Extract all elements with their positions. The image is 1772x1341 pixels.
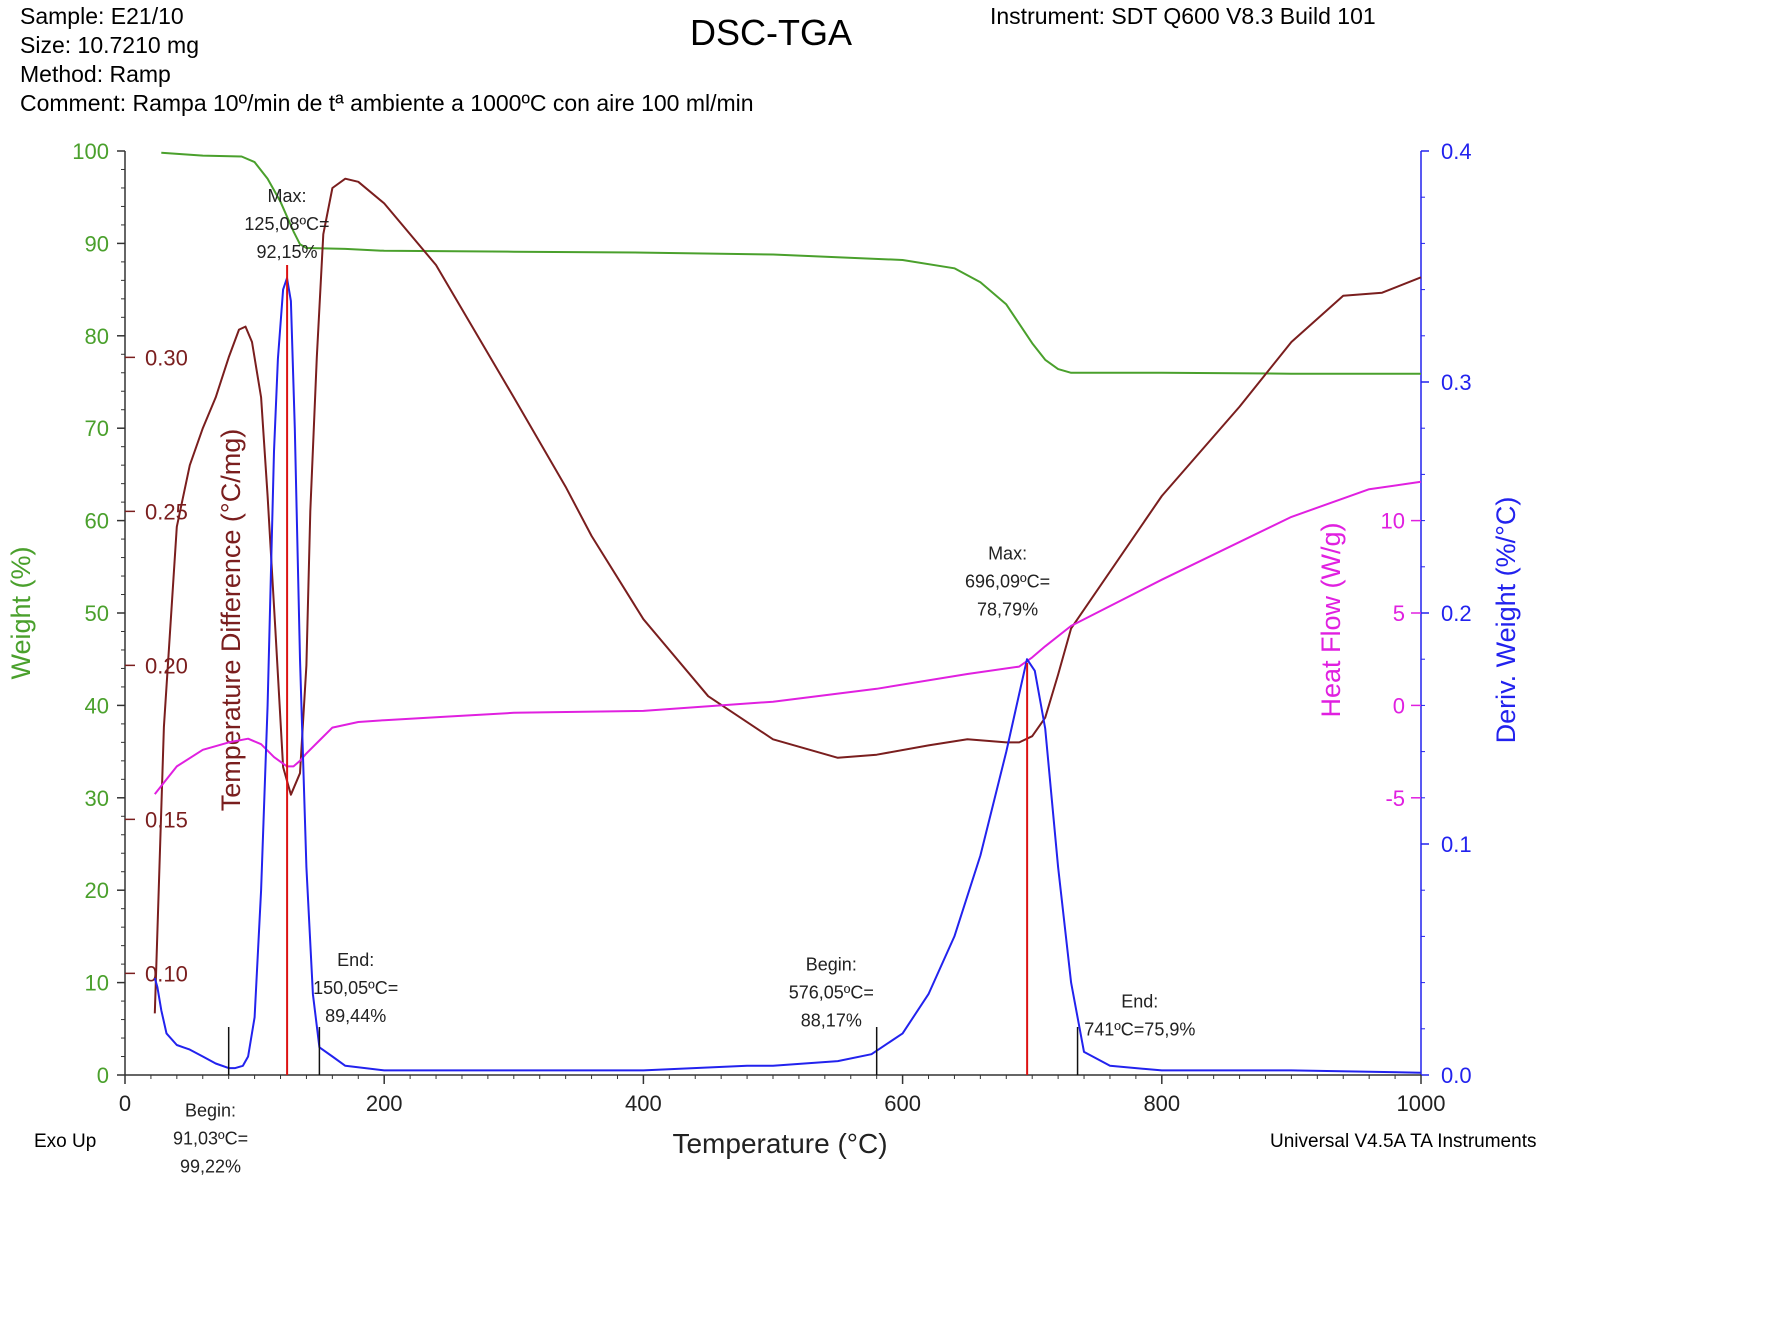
- weight-axis-label: Weight (%): [6, 546, 36, 679]
- annotation-text: 88,17%: [801, 1011, 862, 1031]
- software-label: Universal V4.5A TA Instruments: [1270, 1131, 1537, 1152]
- weight-tick-label: 90: [85, 231, 109, 256]
- annotation-text: 696,09ºC=: [965, 571, 1050, 591]
- annotation-text: 741ºC=75,9%: [1084, 1020, 1195, 1040]
- annotation-text: End:: [1121, 992, 1158, 1012]
- exo-up-label: Exo Up: [34, 1131, 97, 1152]
- annotation-text: 89,44%: [325, 1006, 386, 1026]
- temp-diff-tick-label: 0.30: [145, 345, 188, 370]
- weight-tick-label: 100: [72, 139, 109, 164]
- weight-tick-label: 40: [85, 693, 109, 718]
- x-tick-label: 400: [625, 1091, 662, 1116]
- weight-tick-label: 70: [85, 416, 109, 441]
- weight-tick-label: 20: [85, 878, 109, 903]
- annotation-text: 99,22%: [180, 1157, 241, 1177]
- series-line-temp_diff: [153, 177, 1422, 1014]
- annotation-text: 150,05ºC=: [313, 978, 398, 998]
- annotation-text: 125,08ºC=: [244, 214, 329, 234]
- deriv-tick-label: 0.0: [1441, 1063, 1472, 1088]
- weight-tick-label: 30: [85, 786, 109, 811]
- annotation-text: Max:: [988, 543, 1027, 563]
- series-line-weight: [161, 151, 1421, 375]
- annotation-text: 78,79%: [977, 599, 1038, 619]
- heat-flow-tick-label: 10: [1381, 509, 1405, 534]
- x-tick-label: 1000: [1397, 1091, 1446, 1116]
- deriv-tick-label: 0.1: [1441, 832, 1472, 857]
- size-label: Size: 10.7210 mg: [20, 32, 200, 58]
- deriv-tick-label: 0.2: [1441, 601, 1472, 626]
- annotation-text: 92,15%: [256, 242, 317, 262]
- comment-label: Comment: Rampa 10º/min de tª ambiente a …: [20, 90, 754, 116]
- heat-flow-tick-label: -5: [1385, 786, 1405, 811]
- heat-flow-tick-label: 5: [1393, 601, 1405, 626]
- annotation-text: 91,03ºC=: [173, 1129, 248, 1149]
- heat-flow-axis-label: Heat Flow (W/g): [1316, 522, 1346, 717]
- series-line-heat_flow: [154, 480, 1422, 795]
- weight-tick-label: 0: [97, 1063, 109, 1088]
- method-label: Method: Ramp: [20, 61, 171, 87]
- sample-label: Sample: E21/10: [20, 3, 184, 29]
- temp-diff-tick-label: 0.10: [145, 961, 188, 986]
- x-tick-label: 200: [366, 1091, 403, 1116]
- x-axis-label: Temperature (°C): [672, 1128, 887, 1159]
- x-tick-label: 600: [884, 1091, 921, 1116]
- deriv-tick-label: 0.4: [1441, 139, 1472, 164]
- annotation-text: Max:: [267, 186, 306, 206]
- deriv-tick-label: 0.3: [1441, 370, 1472, 395]
- temp-diff-axis-label: Temperature Difference (°C/mg): [216, 429, 246, 811]
- annotation-text: End:: [337, 950, 374, 970]
- weight-tick-label: 60: [85, 509, 109, 534]
- temp-diff-tick-label: 0.15: [145, 807, 188, 832]
- x-tick-label: 0: [119, 1091, 131, 1116]
- instrument-label: Instrument: SDT Q600 V8.3 Build 101: [990, 3, 1376, 29]
- x-tick-label: 800: [1143, 1091, 1180, 1116]
- deriv-axis-label: Deriv. Weight (%/°C): [1491, 497, 1521, 744]
- annotation-text: 576,05ºC=: [789, 983, 874, 1003]
- heat-flow-tick-label: 0: [1393, 693, 1405, 718]
- annotation-text: Begin:: [185, 1101, 236, 1121]
- weight-tick-label: 50: [85, 601, 109, 626]
- weight-tick-label: 80: [85, 324, 109, 349]
- annotation-text: Begin:: [806, 955, 857, 975]
- chart-title: DSC-TGA: [690, 12, 852, 53]
- weight-tick-label: 10: [85, 971, 109, 996]
